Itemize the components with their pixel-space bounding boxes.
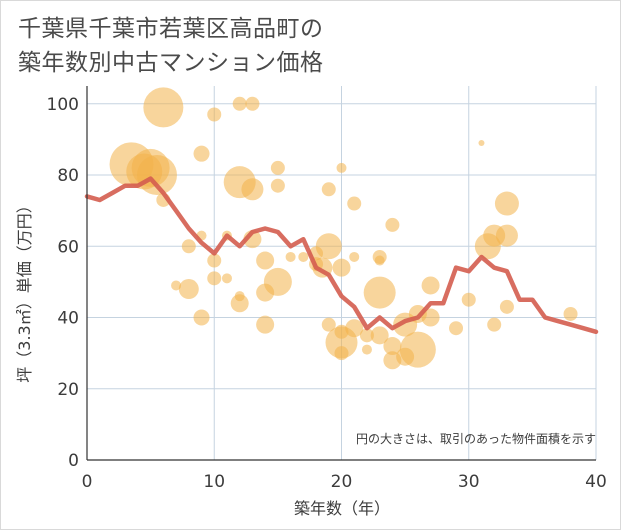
bubble-point-69 <box>499 299 514 314</box>
bubble-point-50 <box>363 276 396 309</box>
bubble-point-7 <box>178 279 199 300</box>
bubble-point-42 <box>334 324 349 339</box>
bubble-point-60 <box>421 308 440 327</box>
chart-title-line2: 築年数別中古マンション価格 <box>18 50 324 76</box>
bubble-point-59 <box>421 276 440 295</box>
y-axis-label: 坪（3.3㎡）単価（万円） <box>15 197 34 382</box>
bubble-point-14 <box>207 271 222 286</box>
bubble-point-19 <box>230 294 249 313</box>
bubble-point-47 <box>359 328 374 343</box>
bubble-point-70 <box>563 306 578 321</box>
bubble-series <box>109 87 578 370</box>
bubble-point-30 <box>285 251 296 262</box>
bubble-point-49 <box>374 255 385 266</box>
bubble-point-28 <box>270 178 285 193</box>
y-tick-label-0: 0 <box>68 451 79 471</box>
bubble-point-63 <box>478 139 485 146</box>
x-tick-label-30: 30 <box>458 472 480 492</box>
bubble-point-35 <box>321 182 336 197</box>
bubble-point-39 <box>332 258 351 277</box>
bubble-point-26 <box>256 315 275 334</box>
bubble-point-58 <box>399 331 436 368</box>
y-tick-label-20: 20 <box>57 380 79 400</box>
y-tick-label-40: 40 <box>57 309 79 329</box>
bubble-point-17 <box>232 96 247 111</box>
bubble-point-31 <box>298 251 309 262</box>
bubble-size-note: 円の大きさは、取引のあった物件面積を示す <box>356 431 596 446</box>
bubble-point-3 <box>136 155 177 196</box>
bubble-point-41 <box>334 346 349 361</box>
bubble-point-11 <box>193 145 210 162</box>
bubble-point-27 <box>270 160 285 175</box>
bubble-point-45 <box>345 319 364 338</box>
x-tick-label-20: 20 <box>331 472 353 492</box>
average-price-line <box>84 176 599 335</box>
bubble-point-51 <box>370 326 389 345</box>
bubble-point-12 <box>207 107 222 122</box>
bubble-point-53 <box>383 337 402 356</box>
bubble-point-46 <box>361 344 372 355</box>
chart-title-line1: 千葉県千葉市若葉区高品町の <box>18 16 324 42</box>
average-line-series <box>84 176 599 335</box>
y-tick-label-80: 80 <box>57 166 79 186</box>
bubble-point-66 <box>487 317 502 332</box>
x-tick-label-10: 10 <box>203 472 225 492</box>
x-tick-label-40: 40 <box>585 472 607 492</box>
bubble-point-29 <box>263 267 292 296</box>
bubble-point-24 <box>256 251 275 270</box>
bubble-point-16 <box>221 273 232 284</box>
bubble-point-13 <box>207 253 222 268</box>
bubble-point-36 <box>315 233 342 260</box>
y-tick-label-60: 60 <box>57 237 79 257</box>
bubble-point-9 <box>193 309 210 326</box>
x-tick-label-0: 0 <box>82 472 93 492</box>
bubble-point-43 <box>347 196 362 211</box>
bubble-point-22 <box>245 96 260 111</box>
bubble-point-44 <box>349 251 360 262</box>
bubble-point-61 <box>449 321 464 336</box>
bubble-point-37 <box>321 317 336 332</box>
bubble-point-21 <box>241 178 264 201</box>
y-tick-label-100: 100 <box>47 95 79 115</box>
chart-title: 千葉県千葉市若葉区高品町の 築年数別中古マンション価格 <box>18 12 324 80</box>
bubble-point-62 <box>461 292 476 307</box>
tick-labels: 0 10 20 30 40 0 20 40 60 80 100 <box>47 95 607 492</box>
axes <box>86 86 596 461</box>
bubble-point-5 <box>143 87 184 128</box>
bubble-point-67 <box>494 191 519 216</box>
bubble-point-52 <box>385 217 400 232</box>
bubble-point-38 <box>336 162 347 173</box>
bubble-point-6 <box>171 280 182 291</box>
bubble-point-68 <box>495 224 518 247</box>
x-axis-label: 築年数（年） <box>294 499 390 518</box>
bubble-point-8 <box>181 239 196 254</box>
bubble-point-20 <box>234 291 245 302</box>
